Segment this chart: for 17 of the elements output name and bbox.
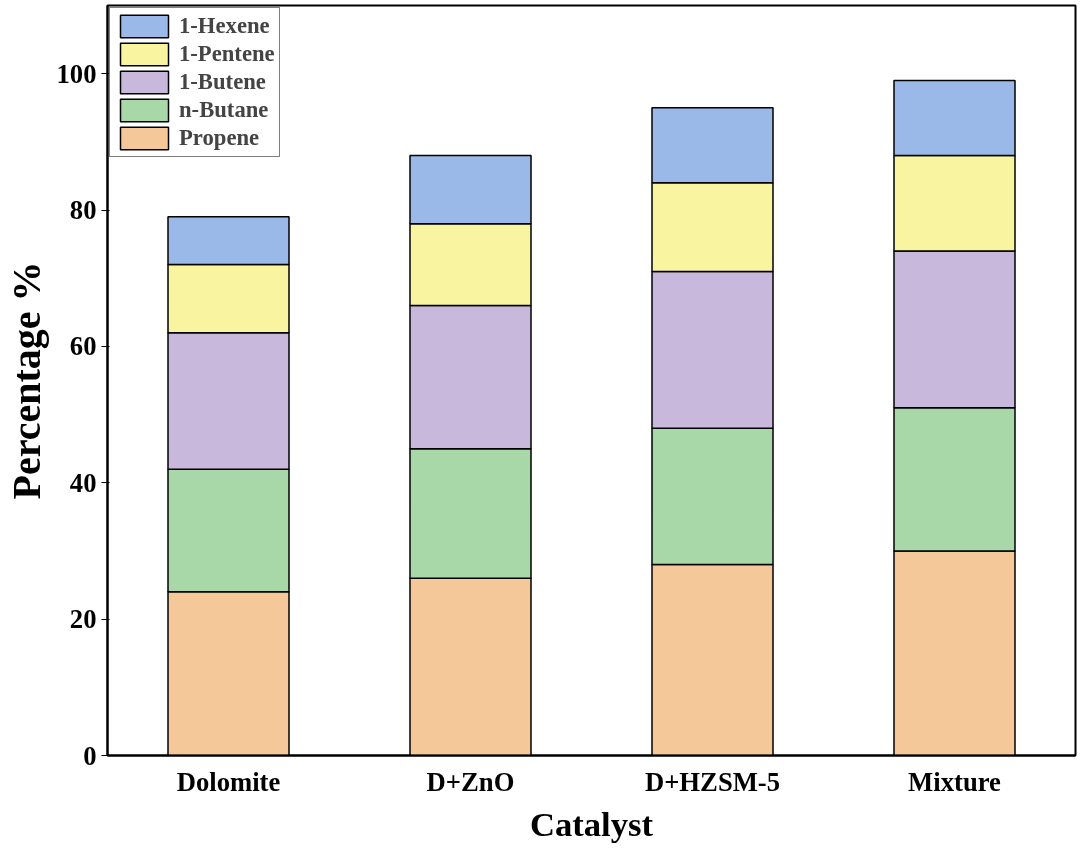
y-tick-label: 100 — [56, 58, 97, 89]
y-tick-label: 60 — [69, 331, 97, 362]
x-tick-label: D+ZnO — [426, 766, 515, 797]
legend-label: 1-Pentene — [179, 40, 275, 68]
x-tick-label: Dolomite — [176, 766, 281, 797]
y-tick-label: 40 — [69, 467, 97, 498]
y-tick-label: 80 — [69, 195, 97, 226]
x-tick-label: D+HZSM-5 — [644, 766, 781, 797]
x-axis-title: Catalyst — [529, 804, 654, 843]
y-tick-label: 0 — [83, 740, 97, 771]
legend-label: 1-Butene — [179, 68, 266, 96]
y-axis-title: Percentage % — [3, 261, 49, 500]
y-tick-label: 20 — [69, 604, 97, 635]
legend-label: 1-Hexene — [179, 12, 270, 40]
legend-label: n-Butane — [179, 96, 269, 124]
x-tick-label: Mixture — [908, 766, 1002, 797]
legend-label: Propene — [179, 124, 260, 152]
